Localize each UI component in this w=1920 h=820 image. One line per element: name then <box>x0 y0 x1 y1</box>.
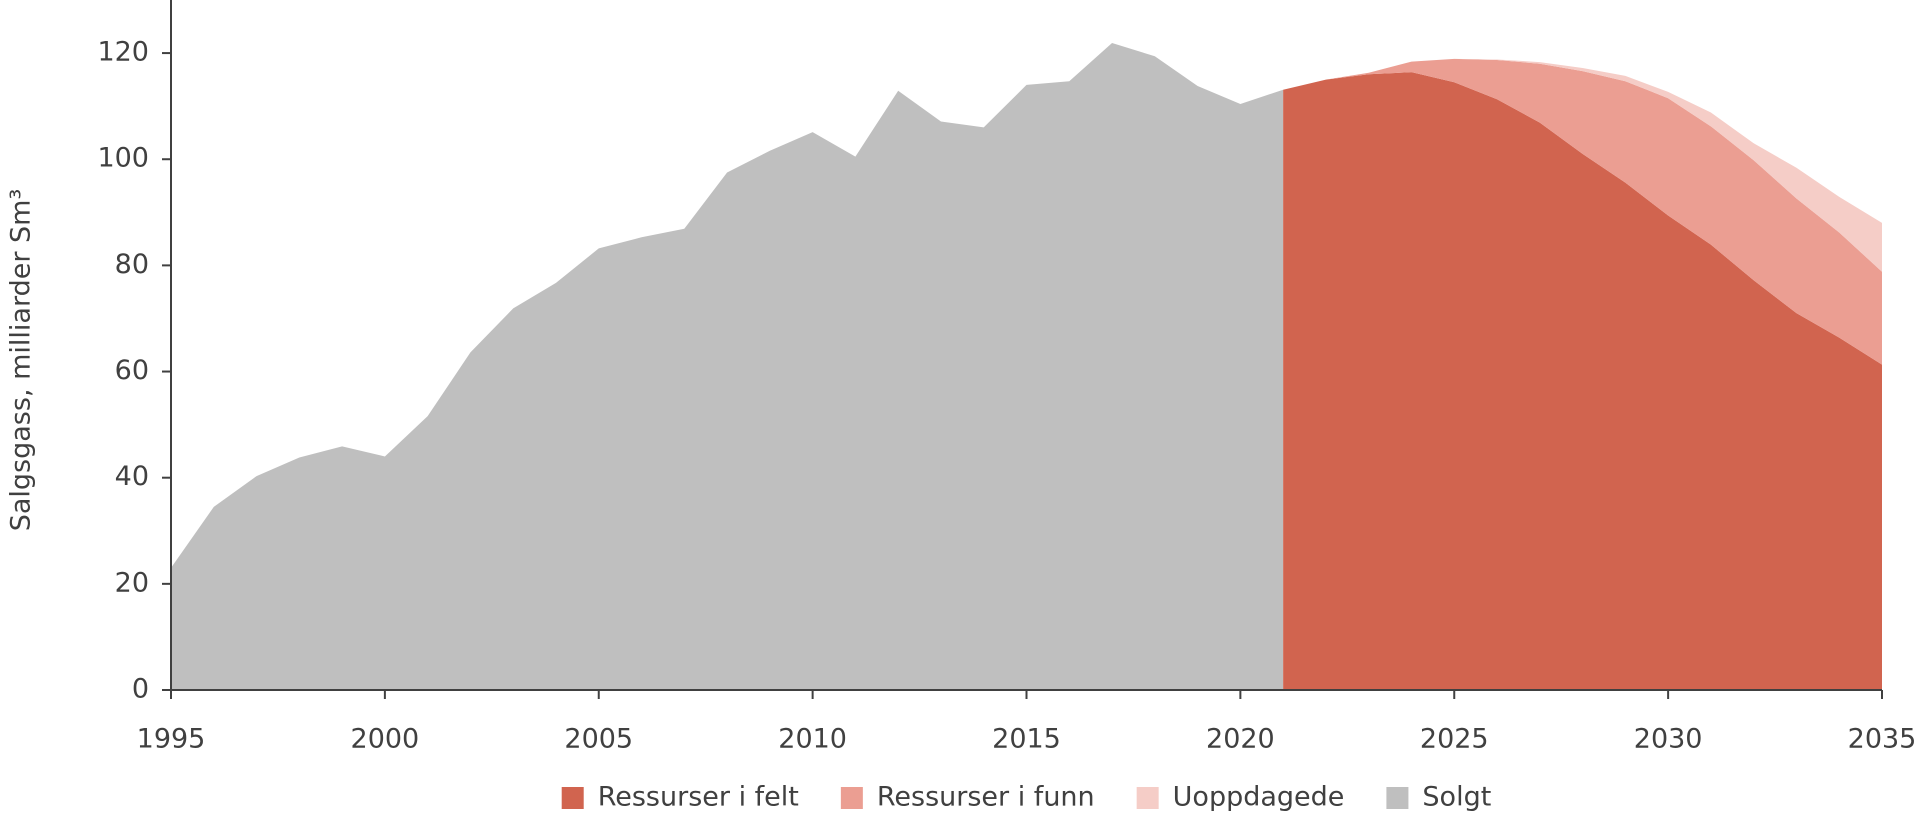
legend-swatch <box>1136 787 1159 809</box>
y-axis-label: Salgsgass, milliarder Sm³ <box>6 189 37 532</box>
y-tick-label: 40 <box>115 461 149 492</box>
x-tick-label: 2010 <box>778 724 847 755</box>
x-tick-label: 2025 <box>1420 724 1489 755</box>
y-tick-label: 20 <box>115 567 149 598</box>
legend-swatch <box>561 787 584 809</box>
x-tick-label: 2005 <box>564 724 633 755</box>
area <box>171 42 1284 690</box>
y-tick-label: 80 <box>115 249 149 280</box>
x-tick-label: 2020 <box>1206 724 1275 755</box>
area <box>1283 72 1882 690</box>
legend-label: Uoppdagede <box>1173 782 1345 813</box>
legend-swatch <box>840 787 863 809</box>
legend: Ressurser i felt Ressurser i funn Uoppdage… <box>561 782 1491 813</box>
y-tick-label: 60 <box>115 355 149 386</box>
legend-label: Ressurser i funn <box>877 782 1095 813</box>
legend-label: Solgt <box>1422 782 1491 813</box>
area <box>1283 58 1882 272</box>
y-tick-label: 100 <box>97 143 149 174</box>
x-tick-label: 2015 <box>992 724 1061 755</box>
legend-label: Ressurser i felt <box>598 782 799 813</box>
area <box>1283 58 1882 365</box>
legend-swatch <box>1386 787 1409 809</box>
x-tick-label: 2030 <box>1634 724 1703 755</box>
x-tick-label: 1995 <box>137 724 206 755</box>
areas <box>171 42 1882 690</box>
x-tick-label: 2035 <box>1848 724 1917 755</box>
y-tick-label: 120 <box>97 37 149 68</box>
y-tick-label: 0 <box>132 674 149 705</box>
x-tick-label: 2000 <box>351 724 420 755</box>
